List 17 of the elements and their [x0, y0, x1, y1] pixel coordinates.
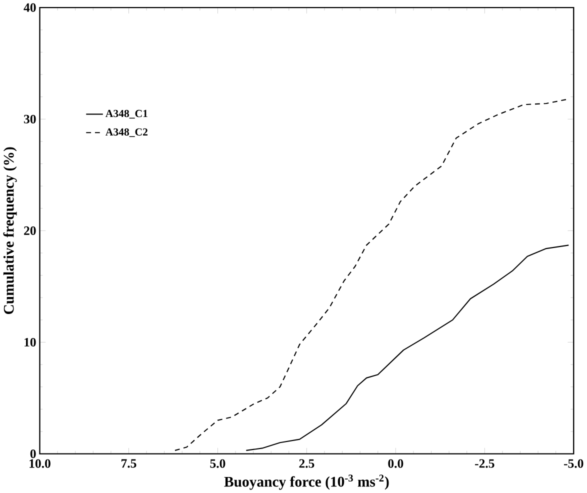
legend-label: A348_C1 [106, 110, 148, 119]
legend-label: A348_C2 [106, 128, 148, 137]
x-tick-label: 10.0 [30, 459, 50, 468]
x-tick-label: 5.0 [210, 459, 226, 468]
y-tick-label: 0 [30, 450, 36, 458]
y-axis-title: Cumulative frequency (%) [3, 147, 17, 314]
x-tick-label: 0.0 [388, 459, 404, 468]
x-tick-label: 2.5 [299, 459, 314, 468]
x-tick-label: -2.5 [475, 459, 494, 468]
x-tick-label: 7.5 [121, 459, 136, 468]
x-axis-title: Buoyancy force (10$^{-3}$ ms$^{-2}$) [224, 474, 389, 490]
y-tick-label: 10 [24, 338, 36, 347]
x-tick-label: -5.0 [564, 459, 584, 468]
y-tick-label: 40 [24, 3, 36, 12]
y-tick-label: 20 [24, 226, 36, 235]
y-tick-label: 30 [24, 114, 36, 124]
line-series [246, 244, 570, 451]
